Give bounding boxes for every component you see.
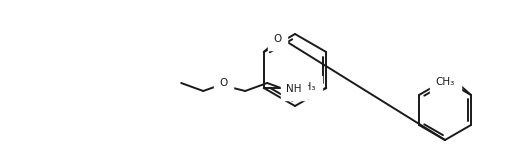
Text: OCH₃: OCH₃ <box>289 82 316 92</box>
Text: NH: NH <box>286 84 302 94</box>
Text: O: O <box>274 34 282 44</box>
Text: O: O <box>219 78 227 88</box>
Text: CH₃: CH₃ <box>436 77 455 87</box>
